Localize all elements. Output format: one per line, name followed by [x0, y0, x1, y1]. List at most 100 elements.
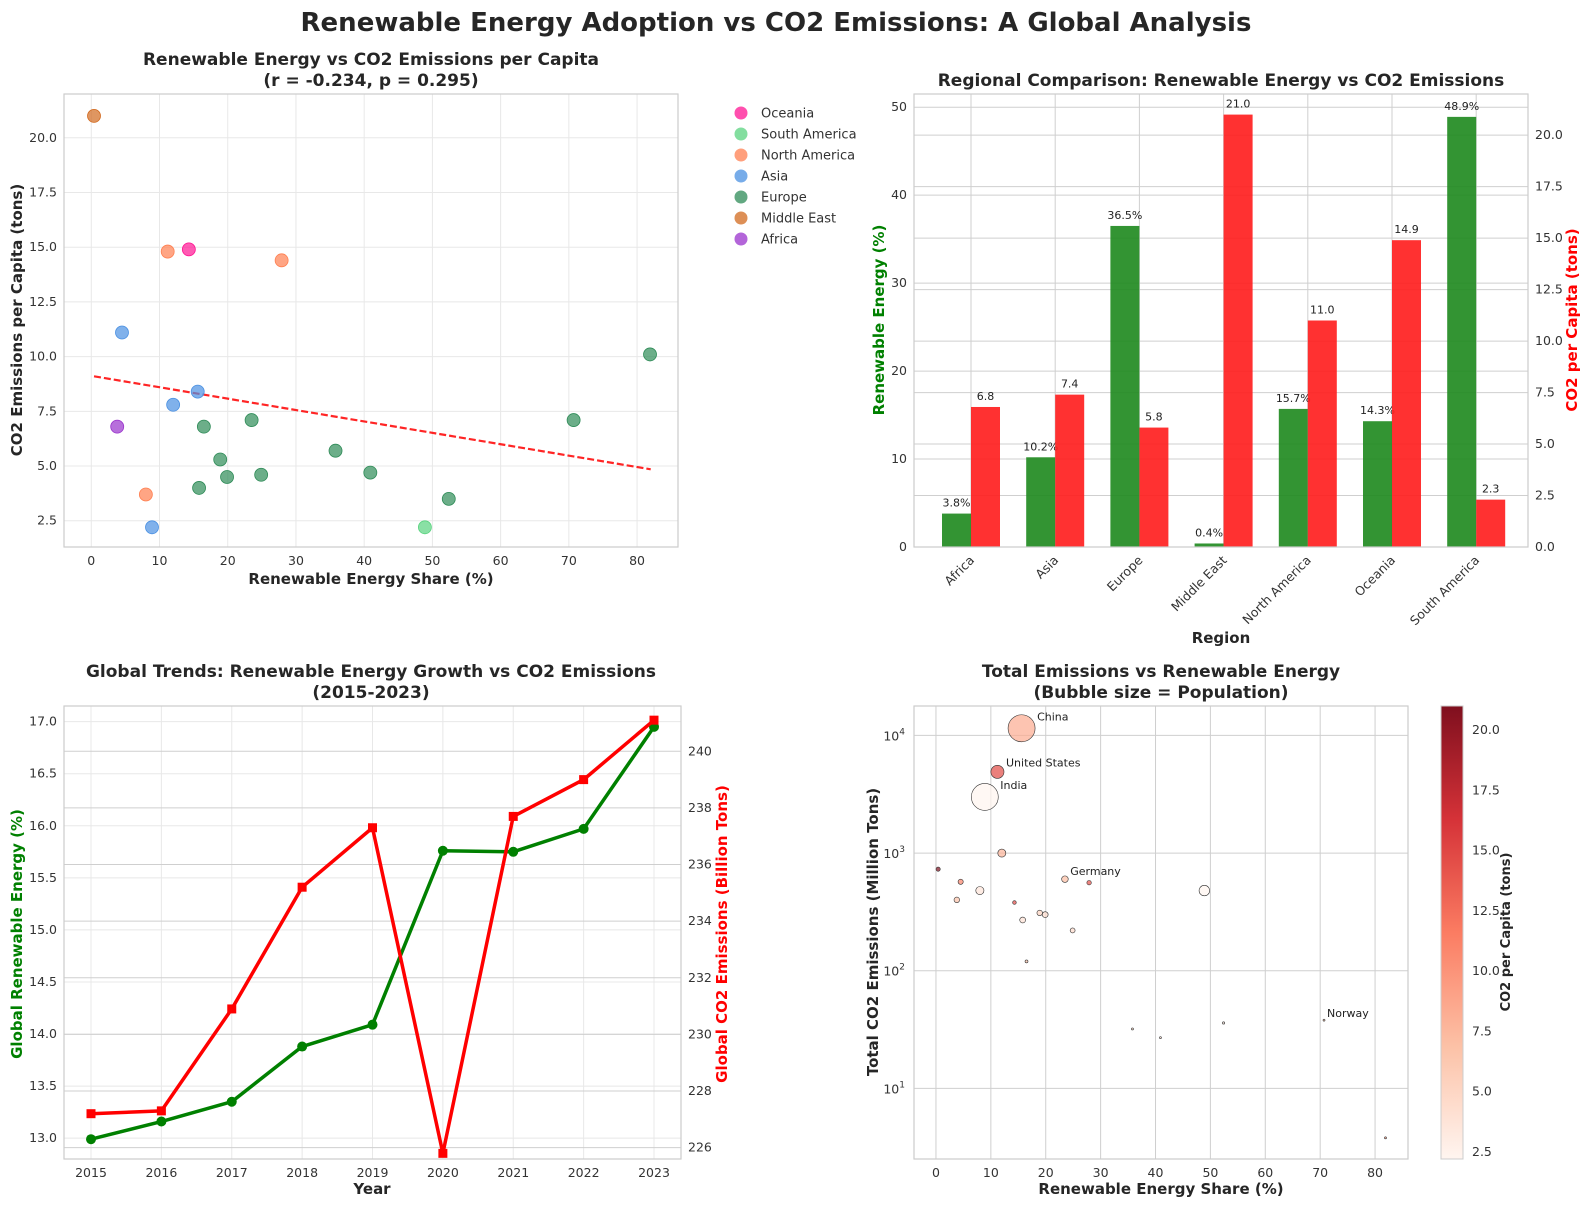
trends-renewable-marker: [156, 1116, 167, 1127]
bubble-point: [1086, 880, 1092, 886]
panel-bubble: Total Emissions vs Renewable Energy (Bub…: [864, 662, 1514, 1198]
trends-co2-marker: [156, 1106, 166, 1116]
regional-left-tick-label: 10: [891, 451, 907, 466]
bubble-point: [935, 866, 941, 872]
regional-left-tick-label: 50: [891, 99, 907, 114]
bubble-ylabel: Total CO2 Emissions (Million Tons): [864, 788, 882, 1076]
regional-category-label: Africa: [941, 553, 977, 589]
regional-co2-bar: [1223, 114, 1253, 547]
regional-renewable-bar: [1363, 421, 1392, 547]
scatter-xlabel: Renewable Energy Share (%): [248, 570, 493, 588]
regional-co2-value-label: 2.3: [1482, 483, 1500, 496]
bubble-y-tick-label: 104: [883, 727, 905, 743]
scatter-point: [87, 108, 101, 123]
trends-right-tick-label: 226: [688, 1140, 712, 1155]
panel-scatter: Renewable Energy vs CO2 Emissions per Ca…: [8, 50, 857, 588]
scatter-point: [160, 244, 175, 259]
trends-left-tick-label: 17.0: [29, 714, 57, 729]
trends-right-tick-label: 228: [688, 1083, 712, 1098]
bubble-point: [1024, 959, 1029, 964]
regional-renewable-bar: [1278, 408, 1308, 547]
regional-title: Regional Comparison: Renewable Energy vs…: [938, 71, 1505, 91]
legend-marker: [734, 211, 748, 225]
scatter-x-tick-label: 20: [220, 553, 236, 568]
trends-renewable-marker: [578, 823, 589, 834]
trends-right-tick-label: 238: [688, 800, 712, 815]
bubble-country-label: Germany: [1070, 865, 1121, 878]
bubble-y-tick-label: 101: [883, 1080, 905, 1096]
trends-x-tick-label: 2017: [216, 1165, 248, 1180]
bubble-x-tick-label: 70: [1312, 1165, 1328, 1180]
regional-renewable-bar: [1447, 116, 1477, 547]
regional-category-label: Europe: [1104, 552, 1146, 594]
regional-right-tick-label: 0.0: [1535, 539, 1555, 554]
scatter-point: [192, 481, 206, 495]
trends-subtitle: (2015-2023): [312, 683, 429, 703]
bubble-point: [975, 886, 985, 895]
legend-marker: [734, 106, 748, 120]
regional-co2-value-label: 5.8: [1145, 411, 1163, 424]
scatter-x-tick-label: 40: [356, 553, 372, 568]
trends-co2-marker: [297, 882, 307, 892]
regional-right-tick-label: 5.0: [1535, 436, 1555, 451]
regional-category-label: Middle East: [1168, 552, 1230, 614]
scatter-point: [138, 487, 153, 502]
trends-ylabel-left: Global Renewable Energy (%): [8, 809, 26, 1059]
regional-renewable-bar: [942, 513, 971, 547]
bubble-x-tick-label: 50: [1202, 1165, 1218, 1180]
regional-renewable-bar: [1194, 543, 1224, 547]
trends-x-tick-label: 2018: [286, 1165, 318, 1180]
bubble-country-label: India: [1000, 779, 1027, 792]
scatter-point: [220, 470, 234, 484]
regional-co2-value-label: 11.0: [1310, 304, 1335, 317]
regional-co2-value-label: 21.0: [1226, 98, 1251, 111]
scatter-legend: Oceania South America North America Asia Eur…: [734, 106, 857, 248]
scatter-point: [328, 443, 343, 458]
regional-co2-value-label: 7.4: [1061, 378, 1079, 391]
scatter-trendline: [93, 375, 651, 471]
regional-co2-bar: [1476, 499, 1506, 547]
bubble-point: [1007, 714, 1036, 743]
regional-category-label: North America: [1239, 553, 1314, 628]
bubble-y-tick-label: 102: [883, 963, 905, 979]
regional-renewable-bar: [1110, 225, 1140, 547]
bubble-y-tick-label: 103: [883, 845, 905, 861]
trends-left-tick-label: 15.0: [29, 922, 57, 937]
legend-label: South America: [761, 128, 857, 143]
regional-renewable-value-label: 48.9%: [1444, 100, 1479, 113]
colorbar-tick-label: 15.0: [1472, 843, 1500, 858]
trends-right-tick-label: 240: [688, 743, 712, 758]
trends-renewable-marker: [226, 1096, 237, 1107]
trends-left-tick-label: 13.5: [29, 1078, 57, 1093]
colorbar-label: CO2 per Capita (tons): [1499, 853, 1514, 1012]
scatter-point: [190, 384, 205, 399]
legend-label: Africa: [761, 233, 798, 248]
regional-co2-bar: [1392, 240, 1421, 548]
regional-renewable-bar: [1026, 457, 1056, 547]
regional-category-label: South America: [1407, 553, 1483, 629]
trends-left-tick-label: 16.0: [29, 818, 57, 833]
trends-left-tick-label: 14.0: [29, 1026, 57, 1041]
trends-right-tick-label: 236: [688, 857, 712, 872]
trends-x-tick-label: 2020: [427, 1165, 459, 1180]
scatter-point: [417, 520, 432, 535]
bubble-subtitle: (Bubble size = Population): [1033, 683, 1288, 703]
regional-renewable-value-label: 14.3%: [1360, 404, 1395, 417]
bubble-point: [1222, 1021, 1226, 1025]
trends-right-tick-label: 234: [688, 913, 712, 928]
colorbar-tick-label: 2.5: [1472, 1144, 1492, 1159]
scatter-y-tick-label: 12.5: [29, 294, 57, 309]
bubble-x-tick-label: 0: [932, 1165, 940, 1180]
bubble-point: [1061, 875, 1069, 883]
bubble-point: [957, 878, 964, 885]
bubble-point: [1131, 1027, 1134, 1031]
scatter-x-tick-label: 30: [288, 553, 304, 568]
bubble-point: [1041, 911, 1049, 918]
regional-renewable-value-label: 36.5%: [1107, 209, 1142, 222]
bubble-x-tick-label: 30: [1093, 1165, 1109, 1180]
trends-x-tick-label: 2015: [75, 1165, 107, 1180]
scatter-y-tick-label: 7.5: [37, 403, 57, 418]
regional-left-tick-label: 30: [891, 275, 907, 290]
trends-right-tick-label: 232: [688, 970, 712, 985]
trends-renewable-marker: [367, 1019, 378, 1030]
